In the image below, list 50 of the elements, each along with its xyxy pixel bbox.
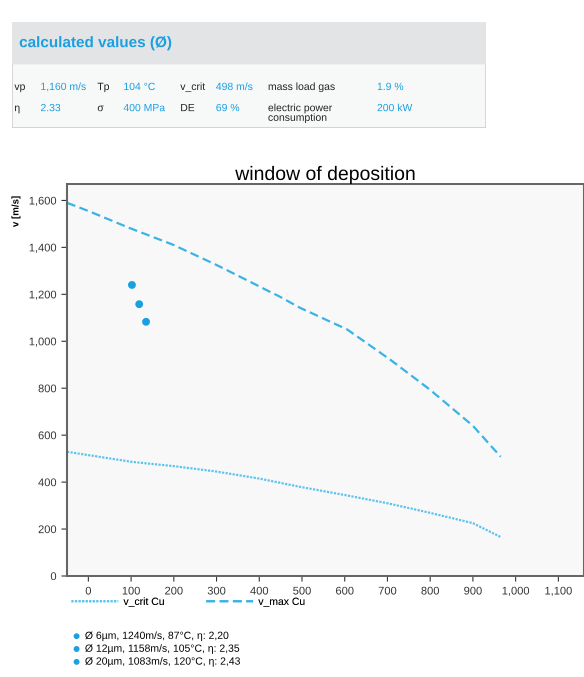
point — [128, 280, 136, 289]
text: vp — [14, 84, 25, 92]
x-tick-label: 300 — [208, 586, 226, 595]
text: 1.9 % — [378, 82, 404, 90]
y-tick-label: 1,600 — [30, 196, 56, 206]
legend-label: v_crit Cu — [123, 597, 164, 607]
chart-title: window of deposition — [235, 166, 414, 184]
x-tick-label: 400 — [250, 586, 268, 595]
text: mass load gas — [268, 82, 335, 92]
point — [142, 318, 150, 326]
y-tick-label: 600 — [38, 431, 56, 440]
y-tick-label: 800 — [38, 384, 56, 392]
legend-label: v_max Cu — [258, 598, 304, 607]
text: 200 kW — [378, 104, 412, 112]
legend-label: Ø 6µm, 1240m/s, 87°C, η: 2,20 — [85, 631, 228, 642]
text: 498 m/s — [216, 82, 252, 90]
text: 69 % — [216, 104, 240, 112]
y-tick-label: 400 — [38, 478, 56, 486]
x-tick-label: 1,100 — [545, 586, 572, 596]
x-tick-label: 700 — [378, 586, 396, 595]
text: DE — [181, 104, 194, 112]
text: electric power consumption — [268, 104, 332, 124]
x-tick-label: 800 — [421, 586, 440, 595]
point — [135, 300, 144, 308]
text: 1,160 m/s — [41, 82, 86, 92]
text: 400 MPa — [124, 104, 166, 112]
legend-label: Ø 12µm, 1158m/s, 105°C, η: 2,35 — [85, 644, 240, 654]
x-tick-label: 600 — [336, 586, 354, 595]
text: σ — [98, 106, 104, 112]
x-tick-label: 500 — [293, 586, 311, 595]
x-tick-label: 1,000 — [502, 586, 530, 596]
x-tick-label: 100 — [122, 586, 140, 595]
text: Tp — [98, 82, 110, 92]
y-tick-label: 0 — [50, 572, 56, 580]
text: 2.33 — [40, 104, 60, 112]
text: v_crit — [180, 82, 206, 92]
y-tick-label: 200 — [38, 525, 56, 534]
x-tick-label: 0 — [86, 586, 92, 595]
text: 104 °C — [124, 82, 155, 90]
y-tick-label: 1,000 — [30, 338, 56, 347]
x-tick-label: 900 — [464, 586, 482, 595]
text: calculated values (Ø) — [20, 36, 172, 50]
x-tick-label: 200 — [165, 586, 183, 595]
y-tick-label: 1,400 — [30, 244, 56, 253]
text: η — [14, 106, 20, 114]
line-series — [67, 450, 502, 538]
y-axis-title: v [m/s] — [11, 196, 20, 228]
legend-label: Ø 20µm, 1083m/s, 120°C, η: 2,43 — [85, 657, 240, 667]
line-series — [67, 202, 502, 458]
y-tick-label: 1,200 — [30, 290, 56, 300]
